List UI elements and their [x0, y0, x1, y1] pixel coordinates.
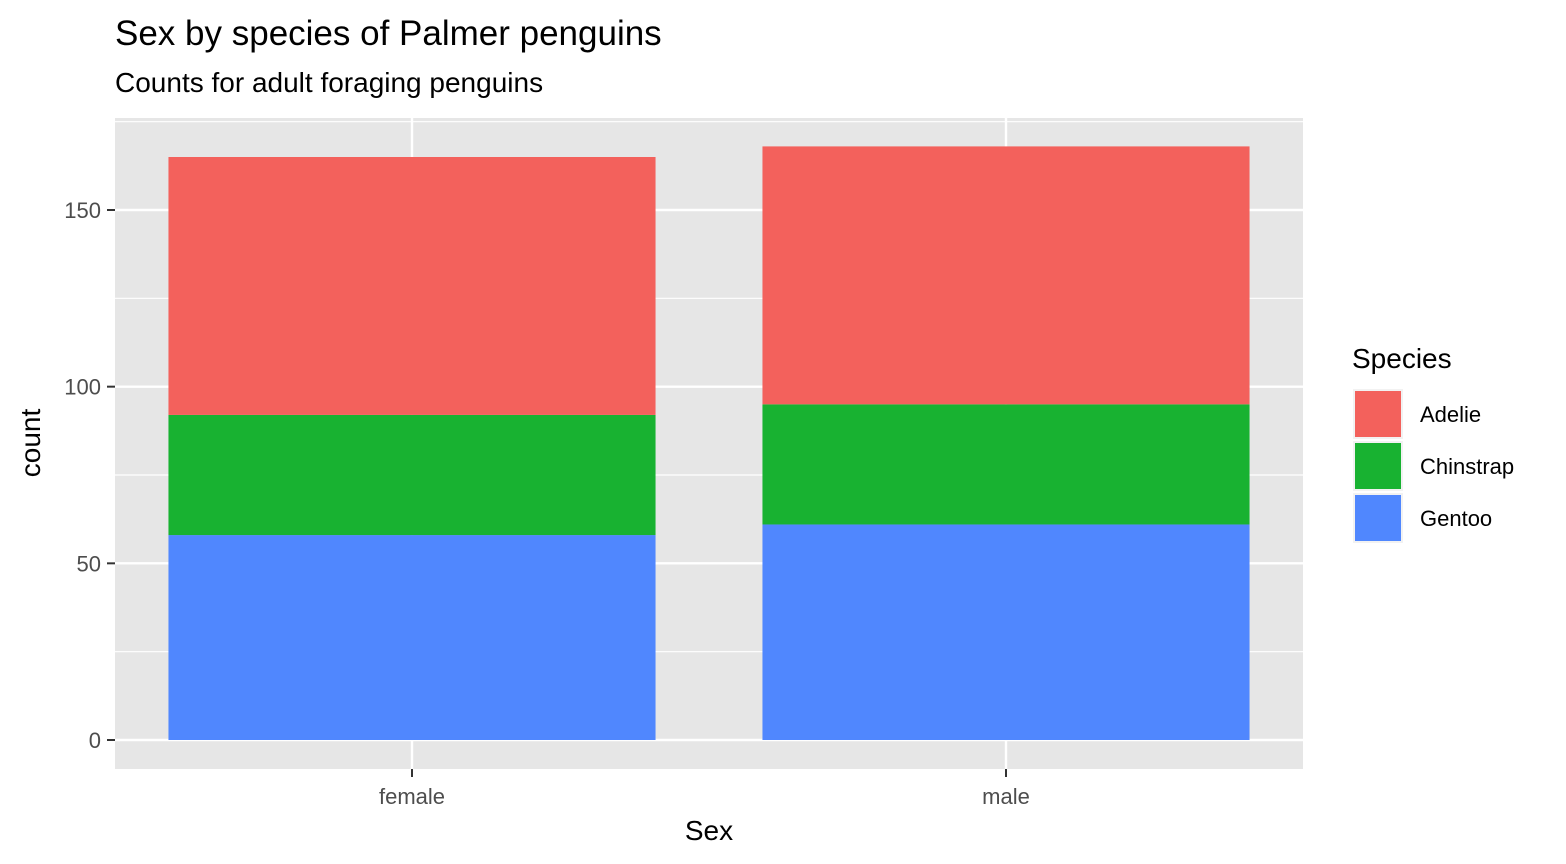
bar-chinstrap-male — [762, 404, 1250, 525]
legend-label-adelie: Adelie — [1420, 402, 1481, 427]
x-axis-title: Sex — [685, 815, 733, 846]
chart-subtitle: Counts for adult foraging penguins — [115, 67, 543, 98]
bar-chinstrap-female — [168, 414, 656, 536]
y-axis-title: count — [15, 409, 46, 478]
legend-key-chinstrap — [1355, 443, 1401, 489]
y-axis: 0 50 100 150 — [64, 198, 115, 753]
legend-key-adelie — [1355, 391, 1401, 437]
y-tick-label: 150 — [64, 198, 101, 223]
bar-gentoo-female — [168, 535, 656, 740]
chart-title: Sex by species of Palmer penguins — [115, 14, 662, 53]
legend: Species Adelie Chinstrap Gentoo — [1352, 343, 1514, 543]
y-tick-label: 100 — [64, 375, 101, 400]
legend-key-gentoo — [1355, 495, 1401, 541]
legend-label-chinstrap: Chinstrap — [1420, 454, 1514, 479]
y-tick-label: 50 — [77, 551, 101, 576]
legend-title: Species — [1352, 343, 1452, 374]
bar-gentoo-male — [762, 524, 1250, 740]
x-tick-label: female — [379, 784, 445, 809]
y-tick-label: 0 — [89, 728, 101, 753]
bars — [168, 146, 1250, 740]
legend-label-gentoo: Gentoo — [1420, 506, 1492, 531]
bar-adelie-male — [762, 146, 1250, 405]
legend-items: Adelie Chinstrap Gentoo — [1353, 389, 1514, 543]
x-tick-label: male — [982, 784, 1030, 809]
x-axis: female male — [379, 769, 1030, 809]
bar-adelie-female — [168, 157, 656, 415]
